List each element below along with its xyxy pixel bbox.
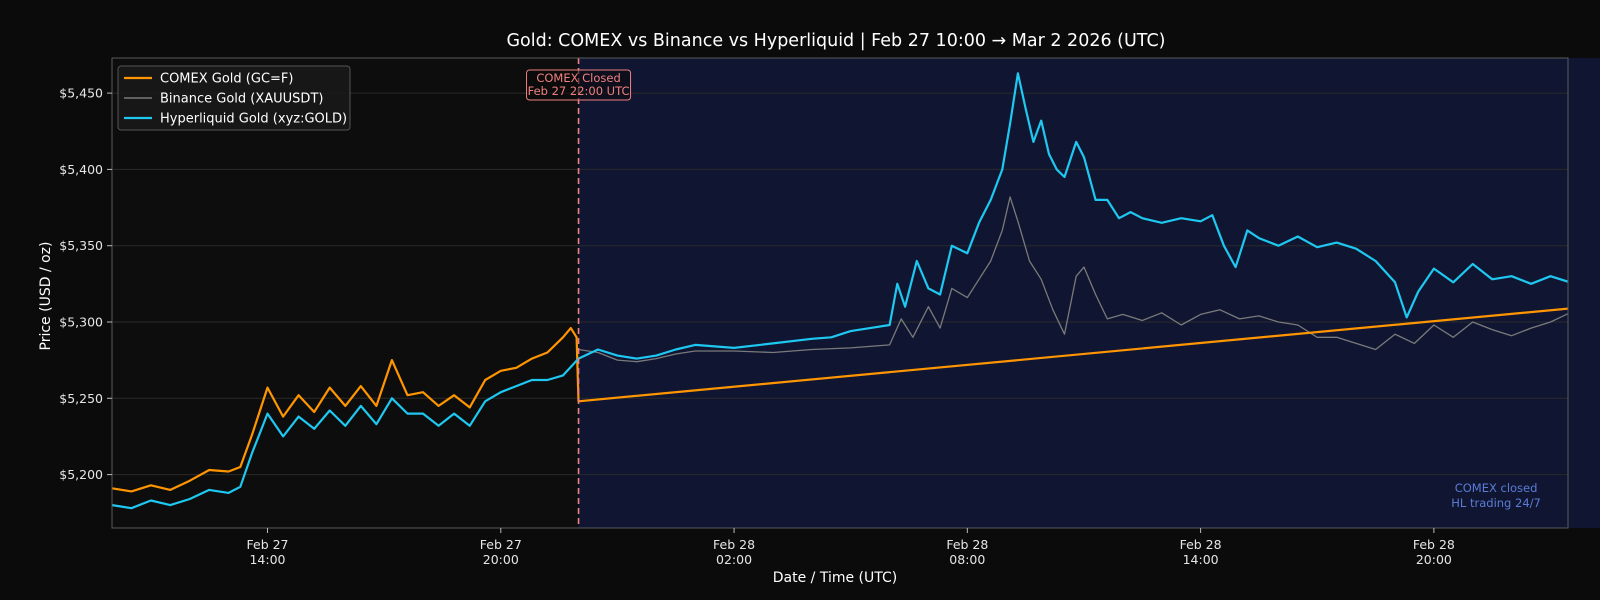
chart-title: Gold: COMEX vs Binance vs Hyperliquid | … xyxy=(506,31,1165,51)
shaded-region-label-2: HL trading 24/7 xyxy=(1451,496,1541,510)
legend: COMEX Gold (GC=F) Binance Gold (XAUUSDT) H… xyxy=(117,65,351,131)
legend-label-2: Hyperliquid Gold (xyz:GOLD) xyxy=(160,112,347,127)
series-line-2 xyxy=(112,72,1568,510)
shaded-region-label-1: COMEX closed xyxy=(1455,481,1538,495)
y-tick-label: $5,400 xyxy=(59,162,103,177)
event-label-line2-0: Feb 27 22:00 UTC xyxy=(528,84,630,98)
series-line-0 xyxy=(112,307,1568,493)
event-label-box-0 xyxy=(526,69,632,101)
x-tick-label-date: Feb 27 xyxy=(247,537,289,552)
x-tick-label-time: 20:00 xyxy=(483,552,519,567)
y-tick-label: $5,300 xyxy=(59,314,103,329)
x-tick-label-date: Feb 28 xyxy=(946,537,988,552)
event-label-line1-0: COMEX Closed xyxy=(536,71,620,85)
x-tick-label-date: Feb 27 xyxy=(480,537,522,552)
plot-frame xyxy=(111,57,1569,529)
y-tick-layer: $5,200 $5,250 $5,300 $5,350 $5,400 $5,450 xyxy=(59,86,112,482)
x-tick-label-time: 14:00 xyxy=(249,552,285,567)
x-tick-label-time: 20:00 xyxy=(1416,552,1452,567)
legend-label-0: COMEX Gold (GC=F) xyxy=(160,72,293,87)
x-tick-label-time: 08:00 xyxy=(949,552,985,567)
y-tick-label: $5,450 xyxy=(59,86,103,101)
y-tick-label: $5,350 xyxy=(59,238,103,253)
legend-box xyxy=(117,65,351,131)
x-tick-label-time: 02:00 xyxy=(716,552,752,567)
y-tick-label: $5,200 xyxy=(59,467,103,482)
shaded-region xyxy=(578,58,1600,528)
legend-label-1: Binance Gold (XAUUSDT) xyxy=(160,92,323,107)
x-axis-title: Date / Time (UTC) xyxy=(773,570,897,586)
series-layer xyxy=(112,72,1568,510)
x-tick-label-date: Feb 28 xyxy=(1413,537,1455,552)
x-tick-label-date: Feb 28 xyxy=(713,537,755,552)
x-tick-label-time: 14:00 xyxy=(1183,552,1219,567)
y-axis-title: Price (USD / oz) xyxy=(38,242,54,351)
y-tick-label: $5,250 xyxy=(59,391,103,406)
series-line-1 xyxy=(578,196,1568,363)
x-tick-label-date: Feb 28 xyxy=(1180,537,1222,552)
